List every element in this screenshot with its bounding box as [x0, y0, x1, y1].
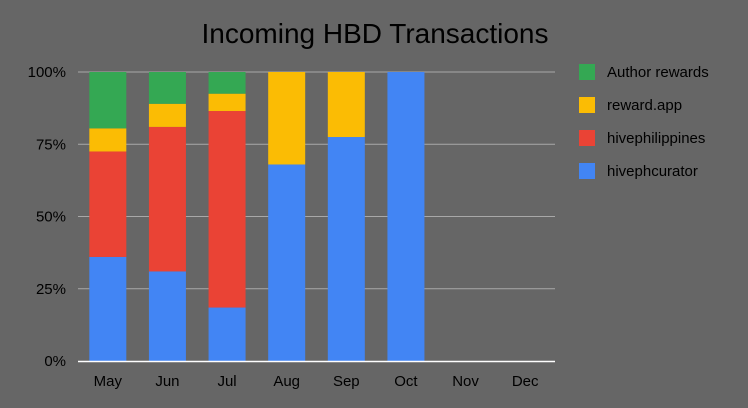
y-tick-label: 50%	[36, 209, 66, 226]
legend-swatch	[579, 130, 595, 146]
bar-segment-reward-app-may	[89, 128, 127, 152]
legend-swatch	[579, 64, 595, 80]
bar-segment-hivephilippines-jun	[148, 126, 186, 272]
y-tick-label: 0%	[44, 353, 66, 370]
legend-swatch	[579, 97, 595, 113]
x-tick-label: Dec	[512, 373, 539, 390]
legend: Author rewards reward.app hivephilippines h…	[579, 64, 709, 180]
x-tick-label: Jul	[217, 373, 236, 390]
bar-segment-hivephilippines-jul	[208, 111, 246, 308]
bar-segment-reward-app-jun	[148, 103, 186, 127]
bar-segment-hivephcurator-jul	[208, 307, 246, 361]
bars	[89, 72, 425, 361]
bar-segment-author-rewards-may	[89, 72, 127, 129]
bar-segment-author-rewards-jun	[148, 72, 186, 104]
axes: 0% 25% 50% 75% 100% May Jun Jul Aug Sep Oct Nov Dec	[28, 64, 555, 390]
x-tick-label: Sep	[333, 373, 360, 390]
legend-label: hivephcurator	[607, 163, 698, 180]
chart-title: Incoming HBD Transactions	[201, 18, 548, 49]
legend-swatch	[579, 163, 595, 179]
x-tick-label: Aug	[273, 373, 300, 390]
bar-segment-reward-app-jul	[208, 93, 246, 112]
y-tick-label: 25%	[36, 281, 66, 298]
bar-segment-hivephcurator-may	[89, 256, 127, 361]
x-tick-label: Oct	[394, 373, 418, 390]
bar-segment-hivephcurator-jun	[148, 271, 186, 361]
y-tick-label: 75%	[36, 136, 66, 153]
x-tick-label: Jun	[155, 373, 179, 390]
bar-segment-reward-app-sep	[327, 72, 365, 138]
bar-segment-hivephcurator-aug	[268, 164, 306, 361]
bar-segment-hivephcurator-oct	[387, 72, 425, 361]
legend-label: Author rewards	[607, 64, 709, 81]
x-tick-label: Nov	[452, 373, 479, 390]
bar-segment-hivephcurator-sep	[327, 137, 365, 361]
bar-segment-author-rewards-jul	[208, 72, 246, 94]
bar-segment-reward-app-aug	[268, 72, 306, 165]
legend-label: hivephilippines	[607, 130, 705, 147]
x-tick-label: May	[94, 373, 123, 390]
y-tick-label: 100%	[28, 64, 66, 81]
bar-segment-hivephilippines-may	[89, 151, 127, 257]
legend-label: reward.app	[607, 97, 682, 114]
